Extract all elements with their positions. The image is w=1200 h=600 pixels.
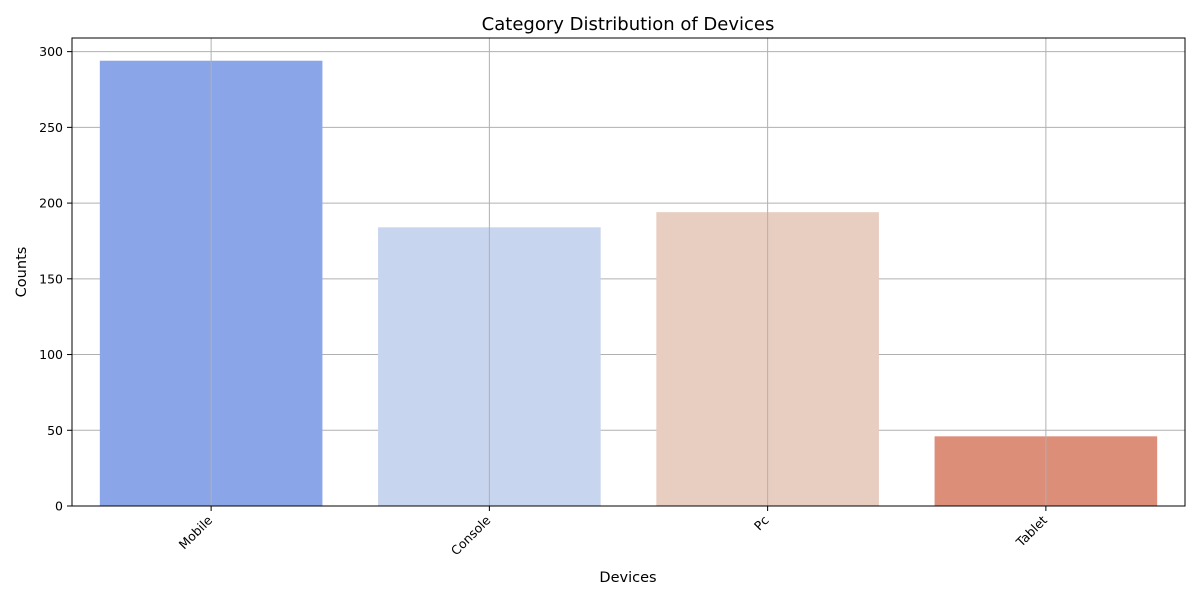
y-tick-label: 150 [39, 271, 63, 286]
chart-title: Category Distribution of Devices [482, 14, 775, 35]
x-axis-label: Devices [599, 570, 656, 586]
y-tick-label: 250 [39, 120, 63, 135]
vertical-grid [210, 38, 1047, 506]
x-tick-label: Console [448, 512, 494, 558]
y-tick-label: 0 [55, 499, 63, 514]
axes [71, 37, 1186, 507]
x-tick-label: Pc [751, 512, 772, 533]
y-tick-label: 200 [39, 196, 63, 211]
x-tick-label: Mobile [176, 512, 216, 552]
y-axis-label: Counts [14, 247, 30, 298]
plot-frame [71, 37, 1186, 507]
x-tick-label: Tablet [1012, 512, 1050, 550]
y-tick-label: 50 [47, 423, 63, 438]
y-tick-label: 100 [39, 347, 63, 362]
y-tick-label: 300 [39, 44, 63, 59]
